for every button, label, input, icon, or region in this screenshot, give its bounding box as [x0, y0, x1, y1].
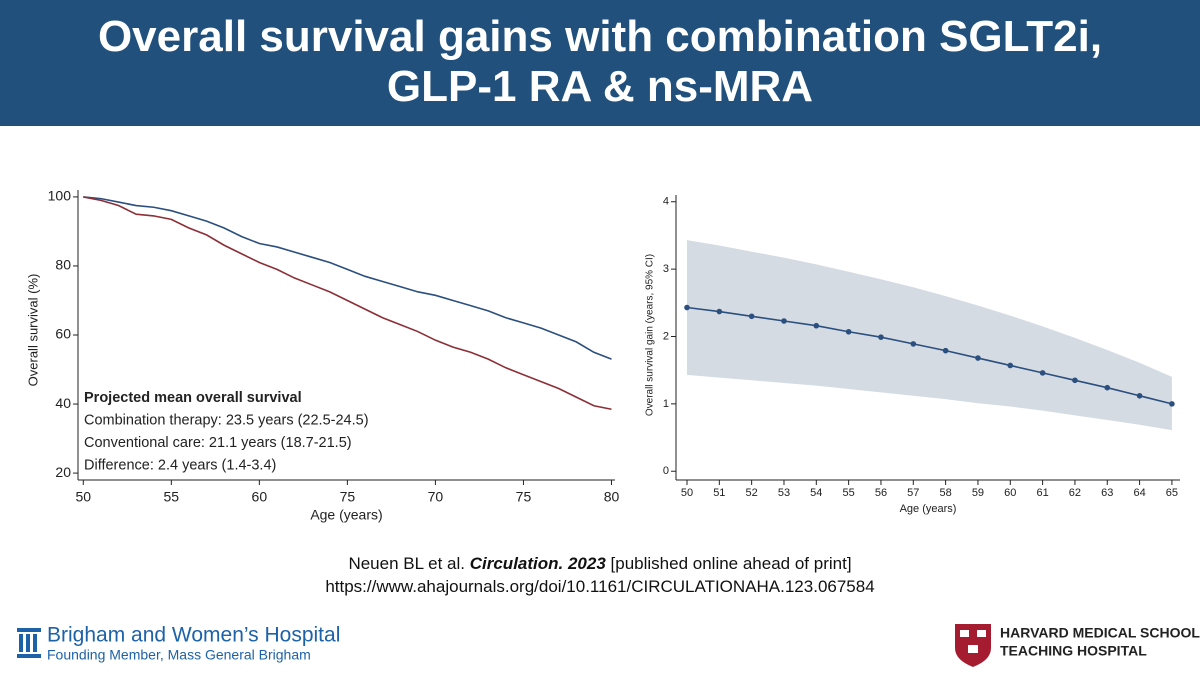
annotation: Combination therapy: 23.5 years (22.5-24…: [84, 412, 369, 428]
citation-url: https://www.ahajournals.org/doi/10.1161/…: [325, 577, 875, 596]
point: [781, 318, 787, 324]
x-tick-label: 62: [1069, 487, 1081, 499]
point: [1104, 384, 1111, 391]
x-tick-label: 53: [778, 487, 790, 499]
x-tick-label: 80: [604, 489, 620, 505]
brigham-icon: [17, 628, 41, 658]
citation-authors: Neuen BL et al.: [348, 554, 465, 573]
x-tick-label: 55: [843, 487, 855, 499]
title-line: GLP-1 RA & ns-MRA: [386, 62, 814, 111]
y-tick-label: 60: [55, 326, 71, 342]
point: [1039, 370, 1046, 376]
x-tick-label: 58: [939, 487, 951, 499]
x-tick-label: 54: [810, 487, 822, 499]
x-tick-label: 60: [1004, 487, 1016, 499]
point: [1169, 401, 1175, 407]
x-tick-label: 75: [516, 489, 532, 505]
annotation: Difference: 2.4 years (1.4-3.4): [84, 457, 276, 473]
point: [748, 313, 755, 320]
x-tick-label: 75: [340, 489, 356, 505]
series-line: [83, 196, 612, 360]
series-line: [686, 306, 1173, 405]
y-tick-label: 1: [663, 398, 669, 410]
x-tick-label: 59: [972, 487, 984, 499]
x-tick-label: 51: [713, 487, 725, 499]
y-tick-label: 0: [663, 465, 669, 477]
logo-name: Brigham and Women’s Hospital: [47, 624, 340, 647]
x-tick-label: 64: [1133, 487, 1145, 499]
point: [975, 355, 981, 361]
x-tick-label: 56: [875, 487, 887, 499]
point: [878, 334, 884, 340]
point: [684, 304, 690, 311]
citation-journal: Circulation. 2023: [469, 554, 606, 573]
y-tick-label: 2: [663, 330, 669, 342]
y-tick-label: 40: [55, 395, 71, 411]
harvard-shield: [955, 624, 991, 667]
y-tick-label: 100: [48, 188, 72, 204]
series-line: [83, 196, 612, 411]
ci-band: [686, 240, 1172, 431]
x-axis-label: Age (years): [900, 503, 957, 515]
annotation: Projected mean overall survival: [84, 390, 302, 406]
header: Overall survival gains with combination …: [0, 0, 1200, 126]
annotation: Conventional care: 21.1 years (18.7-21.5…: [84, 435, 352, 451]
point: [1007, 362, 1014, 369]
point: [813, 322, 820, 329]
x-tick-label: 65: [1166, 487, 1178, 499]
x-tick-label: 50: [681, 487, 693, 499]
x-tick-label: 50: [75, 489, 91, 505]
point: [716, 308, 723, 315]
citation: Neuen BL et al. Circulation. 2023 [publi…: [0, 552, 1200, 598]
x-axis-label: Age (years): [310, 507, 382, 523]
y-axis-label: Overall survival gain (years, 95% CI): [645, 254, 656, 416]
logo-subtitle: Founding Member, Mass General Brigham: [47, 647, 311, 663]
title-line: Overall survival gains with combination …: [97, 12, 1103, 61]
point: [942, 347, 949, 354]
x-tick-label: 61: [1036, 487, 1048, 499]
y-tick-label: 4: [663, 196, 669, 208]
x-tick-label: 63: [1101, 487, 1113, 499]
harvard-line: HARVARD MEDICAL SCHOOL: [1000, 625, 1200, 641]
point: [910, 341, 917, 347]
point: [1072, 377, 1078, 384]
harvard-line: TEACHING HOSPITAL: [1000, 643, 1147, 659]
x-tick-label: 70: [428, 489, 444, 505]
citation-note: [published online ahead of print]: [610, 554, 852, 573]
y-tick-label: 20: [55, 464, 71, 480]
point: [1136, 392, 1143, 399]
point: [845, 328, 852, 335]
y-tick-label: 3: [663, 263, 669, 275]
x-tick-label: 52: [746, 487, 758, 499]
x-tick-label: 57: [907, 487, 919, 499]
x-tick-label: 55: [164, 489, 180, 505]
y-tick-label: 80: [55, 257, 71, 273]
x-tick-label: 60: [252, 489, 268, 505]
y-axis-label: Overall survival (%): [25, 274, 40, 387]
